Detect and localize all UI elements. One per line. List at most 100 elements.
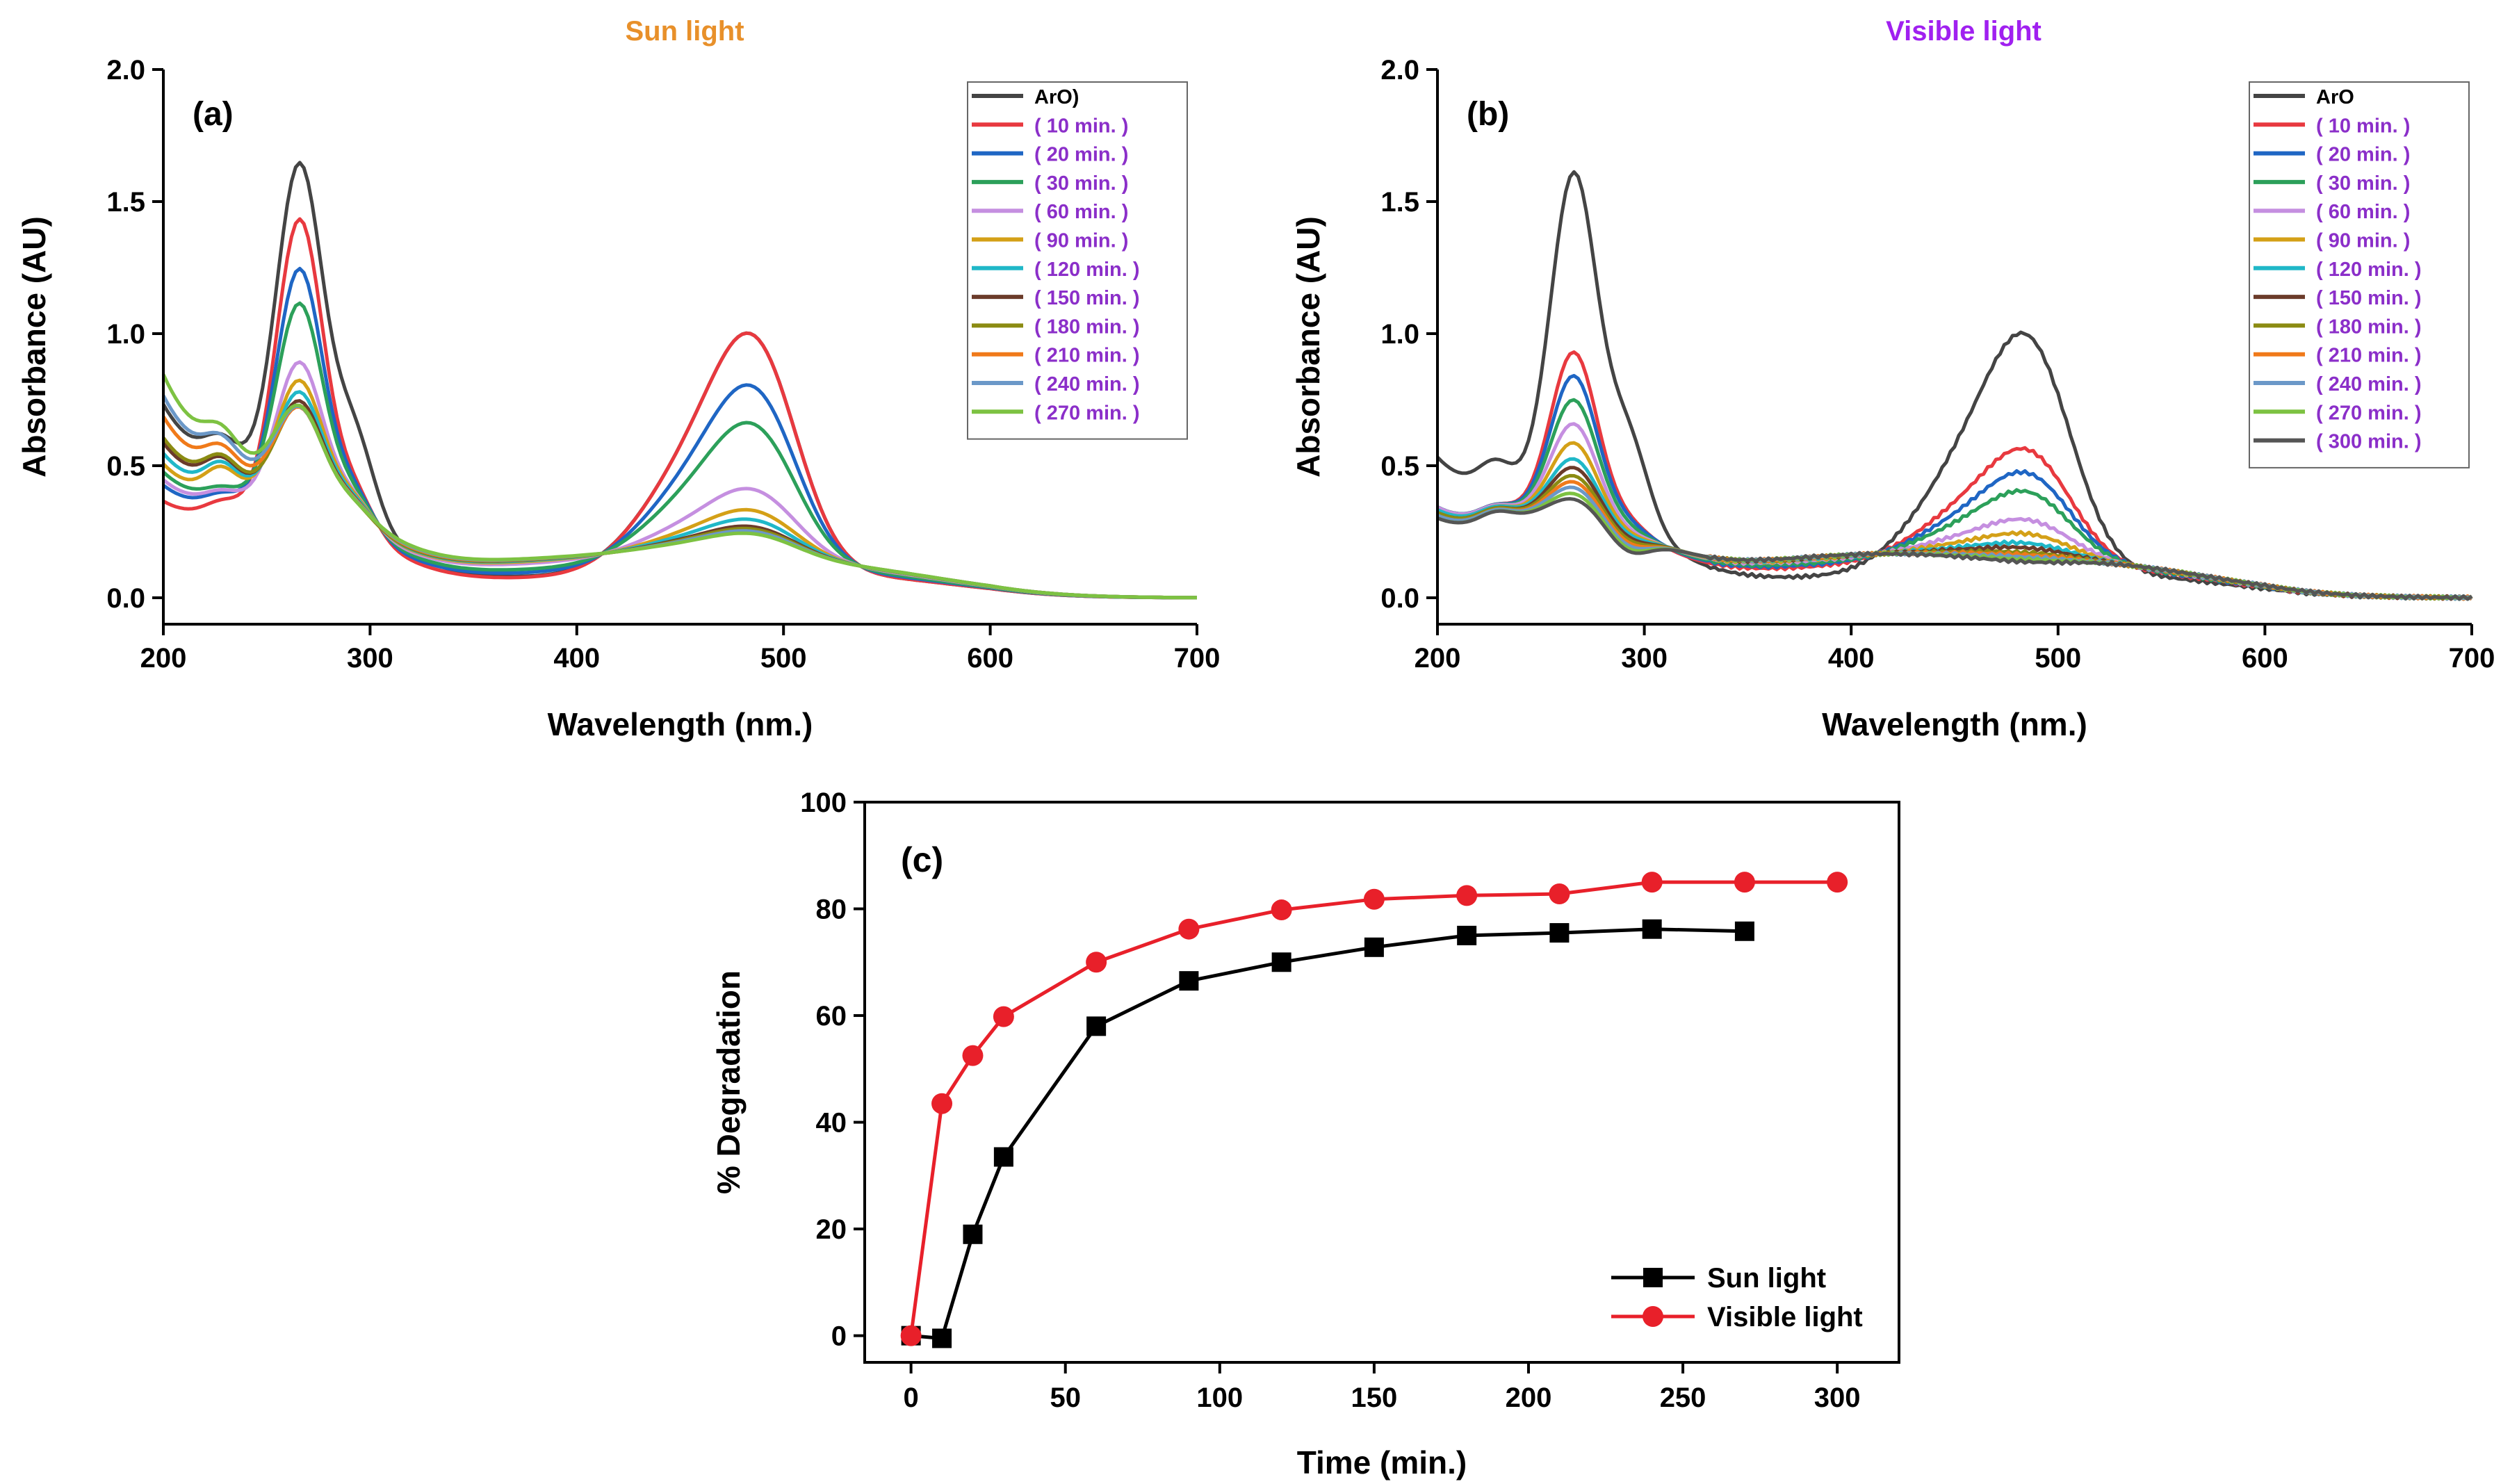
legend-box-b <box>2249 81 2470 468</box>
legend-label-b-10: ( 240 min. ) <box>2316 373 2422 396</box>
y-tick-label-c-1: 20 <box>816 1214 847 1245</box>
data-point-c-1-3 <box>993 1006 1014 1027</box>
x-tick-label-c-0: 0 <box>904 1383 919 1413</box>
x-axis-label-c: Time (min.) <box>1297 1444 1467 1481</box>
series-line-a-11 <box>161 373 1197 600</box>
y-tick-label-c-0: 0 <box>831 1321 847 1352</box>
legend-label-a-10: ( 240 min. ) <box>1034 373 1140 396</box>
y-tick-label-a-2: 1.0 <box>106 319 145 350</box>
panel-c-chart: 0 50 100 150 200 250 300 0 20 40 60 80 100 Time (min.… <box>710 788 1900 1481</box>
legend-marker-c-1 <box>1643 1306 1663 1327</box>
x-tick-label-c-1: 50 <box>1050 1383 1081 1413</box>
panel-label-a: (a) <box>193 96 234 133</box>
x-tick-label-a-2: 400 <box>553 643 600 674</box>
data-point-c-1-8 <box>1456 885 1478 906</box>
x-tick-label-c-4: 200 <box>1506 1383 1552 1413</box>
series-line-b-8 <box>1437 473 2473 601</box>
data-point-c-0-4 <box>1086 1016 1107 1036</box>
data-point-c-1-6 <box>1271 899 1292 921</box>
x-tick-label-c-2: 100 <box>1196 1383 1243 1413</box>
data-point-c-0-2 <box>963 1224 983 1244</box>
legend-label-b-12: ( 300 min. ) <box>2316 431 2422 453</box>
x-tick-label-b-5: 700 <box>2449 643 2495 674</box>
y-tick-label-b-1: 0.5 <box>1380 451 1419 482</box>
y-tick-label-a-4: 2.0 <box>106 55 145 85</box>
legend-label-b-9: ( 210 min. ) <box>2316 345 2422 367</box>
y-tick-label-c-3: 60 <box>816 1001 847 1032</box>
legend-label-b-8: ( 180 min. ) <box>2316 316 2422 338</box>
data-point-c-1-12 <box>1827 872 1848 893</box>
legend-label-a-1: ( 10 min. ) <box>1034 115 1128 137</box>
y-tick-label-a-0: 0.0 <box>106 583 145 614</box>
panel-b-chart: 200 300 400 500 600 700 0.0 0.5 1.0 1.5 2.0 Wavelen… <box>1290 55 2495 742</box>
x-tick-label-c-3: 150 <box>1351 1383 1398 1413</box>
x-tick-label-c-6: 300 <box>1814 1383 1861 1413</box>
legend-label-b-1: ( 10 min. ) <box>2316 115 2410 137</box>
legend-label-c-0: Sun light <box>1707 1263 1826 1294</box>
x-tick-label-a-3: 500 <box>760 643 807 674</box>
data-point-c-1-9 <box>1549 883 1570 905</box>
legend-label-a-5: ( 90 min. ) <box>1034 230 1128 252</box>
y-tick-label-c-5: 100 <box>800 788 847 818</box>
data-point-c-0-11 <box>1734 921 1754 941</box>
data-point-c-1-10 <box>1641 872 1663 893</box>
data-point-c-1-4 <box>1086 952 1107 973</box>
y-axis-label-c: % Degradation <box>710 970 747 1194</box>
x-tick-label-a-0: 200 <box>140 643 187 674</box>
data-point-c-0-5 <box>1179 971 1199 991</box>
panel-label-c: (c) <box>901 840 943 879</box>
legend-marker-c-0 <box>1643 1268 1663 1287</box>
y-tick-label-c-2: 40 <box>816 1108 847 1139</box>
data-point-c-0-1 <box>932 1328 952 1348</box>
y-tick-label-a-1: 0.5 <box>106 451 145 482</box>
legend-label-b-11: ( 270 min. ) <box>2316 402 2422 424</box>
panel-b-title: Visible light <box>1886 16 2042 47</box>
panel-a-chart: 200 300 400 500 600 700 0.0 0.5 1.0 1.5 2.0 Wavelen… <box>16 55 1220 742</box>
data-point-c-1-5 <box>1178 918 1200 940</box>
legend-label-b-2: ( 20 min. ) <box>2316 144 2410 166</box>
y-tick-label-b-0: 0.0 <box>1380 583 1419 614</box>
series-line-b-9 <box>1437 480 2473 601</box>
y-tick-label-b-3: 1.5 <box>1380 187 1419 218</box>
x-tick-label-a-4: 600 <box>967 643 1013 674</box>
legend-label-a-3: ( 30 min. ) <box>1034 172 1128 195</box>
legend-label-a-8: ( 180 min. ) <box>1034 316 1140 338</box>
x-tick-label-b-0: 200 <box>1415 643 1461 674</box>
y-tick-label-b-4: 2.0 <box>1380 55 1419 85</box>
legend-label-b-4: ( 60 min. ) <box>2316 201 2410 223</box>
y-axis-label-a: Absorbance (AU) <box>16 216 52 478</box>
x-axis-label-b: Wavelength (nm.) <box>1822 706 2087 742</box>
data-point-c-1-1 <box>931 1093 953 1114</box>
data-point-c-1-0 <box>900 1325 922 1346</box>
x-tick-label-b-3: 500 <box>2035 643 2081 674</box>
panel-a-title: Sun light <box>625 16 744 47</box>
legend-label-b-5: ( 90 min. ) <box>2316 230 2410 252</box>
legend-label-a-7: ( 150 min. ) <box>1034 287 1140 309</box>
legend-label-a-2: ( 20 min. ) <box>1034 144 1128 166</box>
x-tick-label-b-1: 300 <box>1621 643 1668 674</box>
series-line-c-0 <box>911 927 1745 1341</box>
x-tick-label-a-1: 300 <box>347 643 393 674</box>
series-line-b-12 <box>1437 497 2473 601</box>
legend-label-b-3: ( 30 min. ) <box>2316 172 2410 195</box>
plot-frame-c <box>863 801 1900 1364</box>
data-point-c-0-7 <box>1364 937 1384 957</box>
x-tick-label-a-5: 700 <box>1174 643 1221 674</box>
series-line-b-11 <box>1437 491 2473 601</box>
data-point-c-0-6 <box>1271 952 1291 972</box>
data-point-c-1-2 <box>962 1045 984 1066</box>
legend-label-b-0: ArO <box>2316 86 2354 108</box>
legend-label-a-0: ArO) <box>1034 86 1079 108</box>
data-point-c-0-8 <box>1457 925 1477 945</box>
legend-label-b-7: ( 150 min. ) <box>2316 287 2422 309</box>
series-line-b-6 <box>1437 457 2473 601</box>
data-point-c-1-7 <box>1363 888 1385 910</box>
data-point-c-0-9 <box>1549 923 1570 943</box>
y-tick-label-c-4: 80 <box>816 895 847 925</box>
legend-box-a <box>967 81 1188 440</box>
data-point-c-0-3 <box>993 1147 1013 1167</box>
y-axis-label-b: Absorbance (AU) <box>1290 216 1326 478</box>
y-tick-label-a-3: 1.5 <box>106 187 145 218</box>
x-tick-label-b-4: 600 <box>2242 643 2288 674</box>
